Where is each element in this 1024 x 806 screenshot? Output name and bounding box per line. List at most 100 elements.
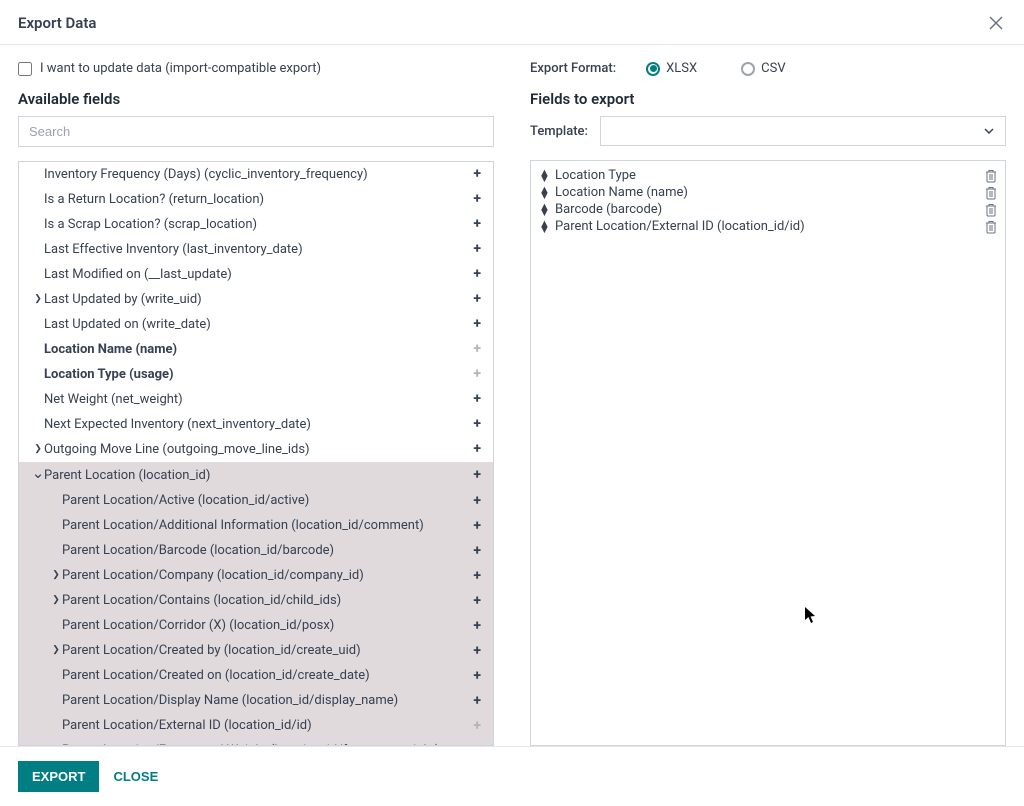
tree-item-label: Outgoing Move Line (outgoing_move_line_i… <box>44 440 310 460</box>
caret-right-icon[interactable]: ❯ <box>33 443 43 457</box>
export-field-label: Location Name (name) <box>555 185 688 200</box>
add-field-icon[interactable]: + <box>469 214 485 235</box>
tree-item-label: Parent Location/Active (location_id/acti… <box>62 491 309 511</box>
add-field-icon[interactable]: + <box>469 164 485 185</box>
caret-right-icon[interactable]: ❯ <box>33 293 43 307</box>
radio-icon <box>646 62 660 76</box>
import-compatible-label: I want to update data (import-compatible… <box>40 61 321 76</box>
right-column: Export Format: XLSXCSV Fields to export … <box>530 61 1006 746</box>
drag-handle-icon[interactable]: ▲▼ <box>539 221 551 232</box>
tree-item-label: Next Expected Inventory (next_inventory_… <box>44 415 311 435</box>
tree-row[interactable]: ❯Parent Location/Corridor (X) (location_… <box>19 614 493 639</box>
import-compatible-checkbox[interactable] <box>18 62 32 76</box>
tree-row[interactable]: ❯Parent Location/Created on (location_id… <box>19 664 493 689</box>
add-field-icon[interactable]: + <box>469 414 485 435</box>
tree-row[interactable]: ❯Last Updated on (write_date)+ <box>19 312 493 337</box>
tree-row[interactable]: ❯Parent Location/Forecasted Weight (loca… <box>19 739 493 747</box>
export-field-item[interactable]: ▲▼ Barcode (barcode) <box>539 201 997 218</box>
export-format-row: Export Format: XLSXCSV <box>530 61 1006 76</box>
add-field-icon[interactable]: + <box>469 439 485 460</box>
tree-row[interactable]: ❯Parent Location/Active (location_id/act… <box>19 489 493 514</box>
tree-row[interactable]: ❯Parent Location/Additional Information … <box>19 514 493 539</box>
add-field-icon[interactable]: + <box>469 566 485 587</box>
add-field-icon[interactable]: + <box>469 389 485 410</box>
tree-item-label: Parent Location/Corridor (X) (location_i… <box>62 616 334 636</box>
trash-icon[interactable] <box>985 203 997 217</box>
search-input[interactable] <box>18 116 494 147</box>
format-option-label: CSV <box>761 61 785 76</box>
add-field-icon[interactable]: + <box>469 641 485 662</box>
tree-item-label: Is a Scrap Location? (scrap_location) <box>44 215 257 235</box>
add-field-icon[interactable]: + <box>469 189 485 210</box>
tree-row[interactable]: ❯Location Type (usage)+ <box>19 362 493 387</box>
drag-handle-icon[interactable]: ▲▼ <box>539 170 551 181</box>
add-field-icon[interactable]: + <box>469 591 485 612</box>
format-radio-csv[interactable]: CSV <box>741 61 785 76</box>
drag-handle-icon[interactable]: ▲▼ <box>539 187 551 198</box>
caret-right-icon[interactable]: ❯ <box>51 569 61 583</box>
tree-row[interactable]: ❯Last Modified on (__last_update)+ <box>19 262 493 287</box>
tree-item-label: Parent Location/Display Name (location_i… <box>62 691 398 711</box>
add-field-icon[interactable]: + <box>469 314 485 335</box>
tree-row[interactable]: ❯Net Weight (net_weight)+ <box>19 387 493 412</box>
export-button[interactable]: EXPORT <box>18 761 99 792</box>
tree-row[interactable]: ❯Last Updated by (write_uid)+ <box>19 287 493 312</box>
modal-header: Export Data <box>0 0 1024 45</box>
tree-row[interactable]: ❯Is a Scrap Location? (scrap_location)+ <box>19 212 493 237</box>
tree-row[interactable]: ❯Parent Location/Display Name (location_… <box>19 689 493 714</box>
export-field-label: Barcode (barcode) <box>555 202 662 217</box>
tree-row[interactable]: ❯Inventory Frequency (Days) (cyclic_inve… <box>19 162 493 187</box>
export-field-item[interactable]: ▲▼ Parent Location/External ID (location_… <box>539 218 997 235</box>
left-column: I want to update data (import-compatible… <box>18 61 494 746</box>
tree-row[interactable]: ❯Next Expected Inventory (next_inventory… <box>19 412 493 437</box>
add-field-icon[interactable]: + <box>469 691 485 712</box>
drag-handle-icon[interactable]: ▲▼ <box>539 204 551 215</box>
import-compatible-checkbox-row[interactable]: I want to update data (import-compatible… <box>18 61 494 76</box>
add-field-icon[interactable]: + <box>469 666 485 687</box>
tree-row[interactable]: ❯Last Effective Inventory (last_inventor… <box>19 237 493 262</box>
caret-right-icon[interactable]: ❯ <box>51 594 61 608</box>
export-field-item[interactable]: ▲▼Location Type <box>539 167 997 184</box>
tree-item-label: Parent Location/Additional Information (… <box>62 516 424 536</box>
tree-row[interactable]: ❯Parent Location/Company (location_id/co… <box>19 564 493 589</box>
tree-item-label: Parent Location/Company (location_id/com… <box>62 566 364 586</box>
add-field-icon: + <box>469 364 485 385</box>
add-field-icon[interactable]: + <box>469 491 485 512</box>
tree-item-label: Is a Return Location? (return_location) <box>44 190 264 210</box>
tree-row[interactable]: ❯Is a Return Location? (return_location)… <box>19 187 493 212</box>
fields-to-export-list: ▲▼Location Type▲▼Location Name (name)▲▼B… <box>530 160 1006 746</box>
tree-item-label: Last Effective Inventory (last_inventory… <box>44 240 303 260</box>
tree-row[interactable]: ❯Parent Location/External ID (location_i… <box>19 714 493 739</box>
tree-item-label: Inventory Frequency (Days) (cyclic_inven… <box>44 165 368 185</box>
add-field-icon[interactable]: + <box>469 264 485 285</box>
close-button[interactable]: CLOSE <box>113 769 158 784</box>
available-fields-title: Available fields <box>18 90 494 108</box>
tree-row[interactable]: ⌄Parent Location (location_id)+ <box>19 462 493 489</box>
tree-item-label: Parent Location/Created on (location_id/… <box>62 666 370 686</box>
export-data-modal: Export Data I want to update data (impor… <box>0 0 1024 806</box>
trash-icon[interactable] <box>985 220 997 234</box>
caret-down-icon[interactable]: ⌄ <box>33 462 43 485</box>
tree-row[interactable]: ❯Parent Location/Created by (location_id… <box>19 639 493 664</box>
radio-icon <box>741 62 755 76</box>
trash-icon[interactable] <box>985 169 997 183</box>
tree-row[interactable]: ❯Outgoing Move Line (outgoing_move_line_… <box>19 437 493 462</box>
add-field-icon[interactable]: + <box>469 289 485 310</box>
export-field-label: Parent Location/External ID (location_id… <box>555 219 805 234</box>
format-radio-xlsx[interactable]: XLSX <box>646 61 697 76</box>
add-field-icon[interactable]: + <box>469 616 485 637</box>
add-field-icon[interactable]: + <box>469 239 485 260</box>
caret-right-icon[interactable]: ❯ <box>51 644 61 658</box>
add-field-icon[interactable]: + <box>469 516 485 537</box>
add-field-icon[interactable]: + <box>469 465 485 486</box>
tree-item-label: Last Modified on (__last_update) <box>44 265 232 285</box>
tree-row[interactable]: ❯Parent Location/Barcode (location_id/ba… <box>19 539 493 564</box>
available-fields-tree[interactable]: ❯ Inventory Frequency (Days) (cyclic_inve… <box>18 161 494 746</box>
trash-icon[interactable] <box>985 186 997 200</box>
template-select[interactable] <box>600 116 1006 146</box>
tree-row[interactable]: ❯Location Name (name)+ <box>19 337 493 362</box>
export-field-item[interactable]: ▲▼ Location Name (name) <box>539 184 997 201</box>
add-field-icon[interactable]: + <box>469 541 485 562</box>
tree-row[interactable]: ❯Parent Location/Contains (location_id/c… <box>19 589 493 614</box>
close-icon[interactable] <box>988 15 1004 31</box>
